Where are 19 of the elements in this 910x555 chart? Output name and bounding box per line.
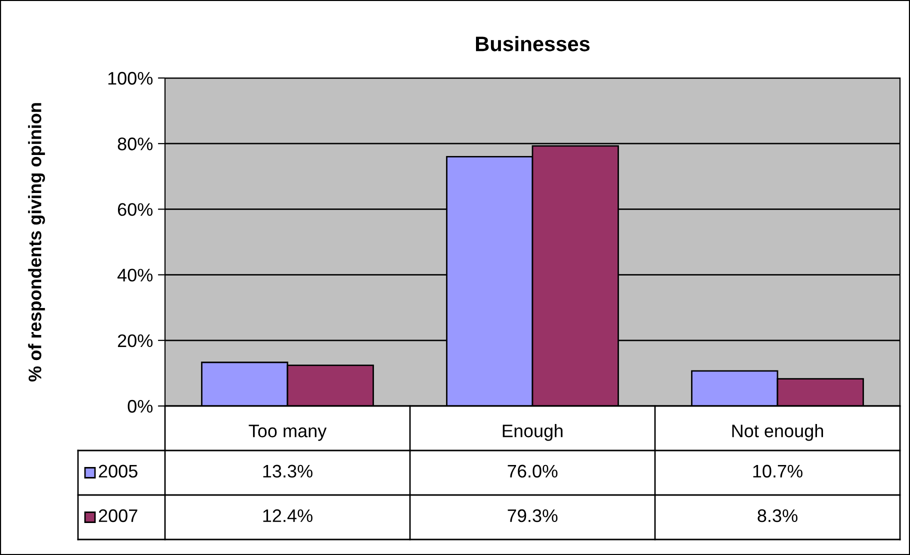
y-tick-label: 80%: [118, 138, 153, 150]
data-label: 10.7%: [753, 464, 802, 478]
y-tick-label: 40%: [117, 268, 153, 282]
y-axis-title: % of respondents giving opinion: [28, 103, 45, 382]
data-label: 79.3%: [508, 509, 558, 522]
y-tick-label: 60%: [118, 203, 153, 216]
x-tick-label: Too many: [248, 424, 327, 441]
data-label: 76.0%: [508, 464, 558, 478]
legend-label: 2007: [98, 509, 138, 522]
y-tick-label: 100%: [108, 72, 153, 85]
x-tick-label: Not enough: [732, 424, 824, 441]
data-label: 13.3%: [263, 464, 312, 478]
x-tick-label: Enough: [502, 424, 562, 441]
chart-title: Businesses: [476, 36, 590, 52]
y-tick-label: 0%: [128, 400, 153, 413]
data-label: 8.3%: [758, 509, 798, 522]
data-label: 12.4%: [263, 509, 312, 522]
y-tick-label: 20%: [118, 334, 153, 348]
legend-label: 2005: [98, 464, 138, 478]
